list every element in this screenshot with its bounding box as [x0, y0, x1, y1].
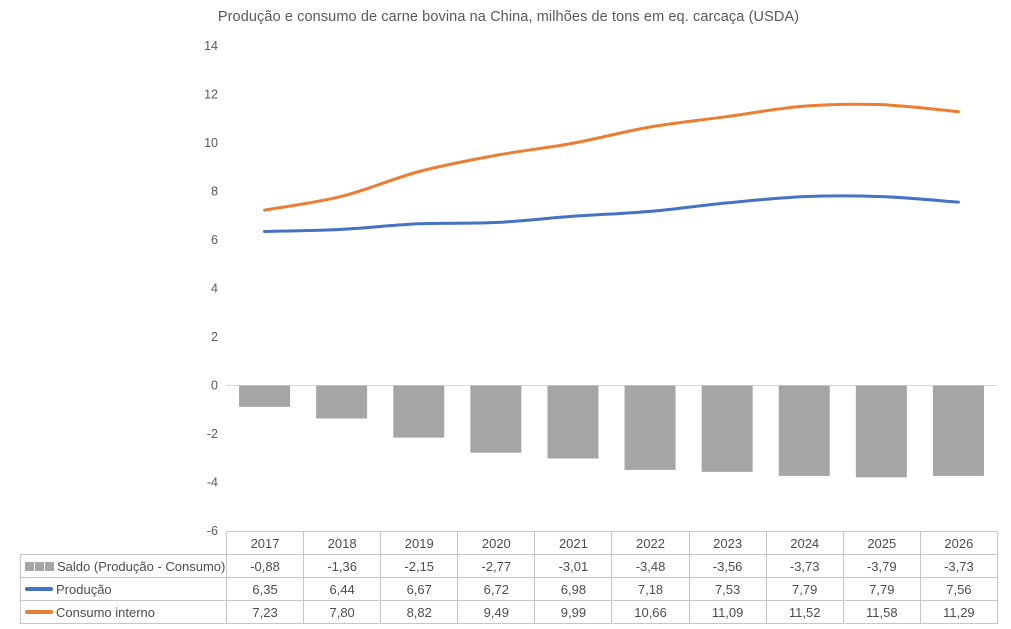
consumption-line: [263, 102, 960, 212]
table-value-cell: 6,72: [457, 577, 536, 601]
table-value-cell: 7,23: [225, 600, 305, 624]
table-row: Produção 6,35 6,44 6,67 6,72 6,98 7,18 7,53 7,79…: [20, 577, 998, 601]
table-value-cell: 8,82: [380, 600, 459, 624]
balance-bar: [547, 385, 599, 459]
table-value-cell: 7,53: [688, 577, 767, 601]
year-header-cell: 2024: [765, 531, 844, 555]
y-axis-tick-label: -4: [207, 476, 218, 490]
table-value-cell: 6,44: [303, 577, 382, 601]
chart-title: Produção e consumo de carne bovina na Ch…: [217, 9, 800, 25]
table-header-row: 2017 2018 2019 2020 2021 2022 2023 2024 2025 2026: [21, 531, 998, 555]
table-value-cell: 11,52: [765, 600, 844, 624]
table-value-cell: 11,58: [842, 600, 921, 624]
legend-entry: Saldo (Produção - Consumo): [25, 558, 226, 574]
production-legend-key-icon: [25, 587, 53, 591]
table-value-cell: 10,66: [611, 600, 690, 624]
y-axis-tick-label: 14: [204, 39, 218, 53]
table-value-cell: 7,80: [303, 600, 382, 624]
y-axis-tick-label: 12: [204, 88, 218, 102]
legend-entry: Produção: [25, 582, 224, 597]
table-value-cell: 7,18: [611, 577, 690, 601]
y-axis-tick-label: 2: [211, 330, 218, 344]
legend-label: Consumo interno: [56, 604, 155, 620]
table-value-cell: -1,36: [303, 554, 382, 578]
year-header-cell: 2017: [225, 531, 305, 555]
table-value-cell: 6,98: [534, 577, 613, 601]
table-value-cell: 11,29: [919, 600, 998, 624]
legend-entry: Consumo interno: [25, 605, 224, 620]
y-axis-tick-label: -6: [207, 524, 218, 538]
y-axis-tick-label: 0: [211, 379, 218, 393]
data-table: 2017 2018 2019 2020 2021 2022 2023 2024 2025 2026…: [20, 531, 998, 624]
table-value-cell: -3,01: [534, 554, 613, 578]
balance-bar: [239, 385, 291, 407]
year-header-cell: 2026: [919, 531, 998, 555]
year-header-cell: 2021: [534, 531, 613, 555]
table-value-cell: -3,73: [919, 554, 998, 578]
table-value-cell: 6,67: [380, 577, 459, 601]
table-value-cell: 7,79: [842, 577, 921, 601]
table-corner-cell: [21, 532, 227, 555]
year-header-cell: 2020: [457, 531, 536, 555]
y-axis-tick-label: -2: [207, 427, 218, 441]
table-value-cell: 9,99: [534, 600, 613, 624]
production-line: [263, 194, 960, 234]
table-value-cell: -3,56: [688, 554, 767, 578]
legend-cell: Saldo (Produção - Consumo): [20, 554, 227, 578]
table-value-cell: -2,77: [457, 554, 536, 578]
y-axis-tick-label: 4: [211, 282, 218, 296]
table-value-cell: -3,79: [842, 554, 921, 578]
balance-bar: [855, 385, 907, 478]
legend-label: Saldo (Produção - Consumo): [57, 558, 226, 574]
y-axis-tick-label: 10: [204, 136, 218, 150]
y-axis-tick-label: 8: [211, 185, 218, 199]
table-value-cell: 6,35: [225, 577, 305, 601]
table-value-cell: 7,79: [765, 577, 844, 601]
year-header-cell: 2018: [303, 531, 382, 555]
table-value-cell: -3,73: [765, 554, 844, 578]
legend-cell: Produção: [20, 577, 227, 601]
y-axis-tick-label: 6: [211, 233, 218, 247]
table-row: Consumo interno 7,23 7,80 8,82 9,49 9,99 10,66…: [20, 600, 998, 624]
table-value-cell: 9,49: [457, 600, 536, 624]
balance-bar: [778, 385, 830, 476]
balance-bar: [932, 385, 984, 476]
year-header-cell: 2023: [688, 531, 767, 555]
table-value-cell: 7,56: [919, 577, 998, 601]
balance-bar: [393, 385, 445, 438]
table-value-cell: -0,88: [225, 554, 305, 578]
table-row: Saldo (Produção - Consumo) -0,88 -1,36 -2,1…: [20, 554, 998, 578]
balance-bar: [624, 385, 676, 470]
balance-legend-key-icon: [25, 561, 54, 571]
year-header-cell: 2025: [842, 531, 921, 555]
legend-cell: Consumo interno: [20, 600, 227, 624]
year-header-cell: 2022: [611, 531, 690, 555]
table-value-cell: -3,48: [611, 554, 690, 578]
table-value-cell: 11,09: [688, 600, 767, 624]
table-value-cell: -2,15: [380, 554, 459, 578]
balance-bar: [316, 385, 368, 419]
legend-label: Produção: [56, 581, 112, 597]
balance-bar: [701, 385, 753, 472]
year-header-cell: 2019: [380, 531, 459, 555]
consumption-legend-key-icon: [25, 610, 53, 614]
balance-bar: [470, 385, 522, 453]
